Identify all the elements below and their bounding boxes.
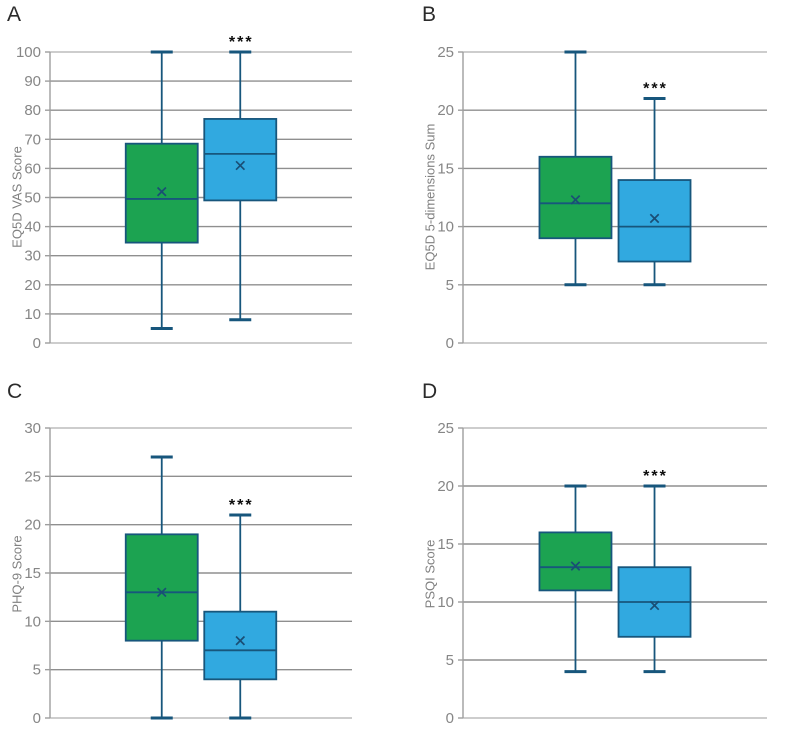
panel-label: D [422,380,438,403]
tick-label: 30 [24,420,41,437]
iqr-box [203,118,278,202]
significance-stars: *** [229,34,254,51]
tick-label: 40 [24,219,41,236]
tick-label: 10 [24,613,41,630]
tick-label: 100 [16,44,41,61]
mean-marker [570,195,581,205]
box-group-green [124,455,199,720]
box-group-blue: *** [203,34,278,322]
tick-label: 0 [446,335,454,352]
mean-marker [235,160,246,171]
iqr-box [538,155,613,240]
tick-label: 90 [24,73,41,90]
boxplot-chart-a: 0 10 20 30 40 50 60 70 80 90 100 *** [16,34,352,352]
tick-label: 20 [437,102,454,119]
mean-marker [156,587,167,598]
panel-b: B EQ5D 5-dimensions Sum 0 5 10 15 20 25 *** [395,0,790,378]
box-group-blue: *** [203,497,278,720]
tick-label: 15 [437,536,454,553]
tick-label: 20 [24,517,41,534]
tick-label: 60 [24,160,41,177]
box-group-green [124,50,199,330]
mean-marker [235,635,246,646]
tick-label: 25 [24,468,41,485]
tick-label: 50 [24,190,41,207]
box-group-blue: *** [617,81,692,287]
tick-label: 70 [24,131,41,148]
tick-label: 15 [24,565,41,582]
tick-label: 10 [24,306,41,323]
panel-label: A [7,3,22,26]
mean-marker [570,561,581,571]
mean-marker [649,600,660,611]
box-group-green [538,484,613,674]
mean-marker [156,186,167,197]
mean-marker [649,213,660,224]
panel-label: B [422,3,437,26]
tick-label: 10 [437,594,454,611]
tick-label: 15 [437,160,454,177]
boxplot-chart-b: 0 5 10 15 20 25 *** [437,44,767,352]
tick-label: 5 [33,662,41,679]
boxplot-chart-d: 0 5 10 15 20 25 *** [437,420,767,727]
boxplot-chart-c: 0 5 10 15 20 25 30 *** [24,420,352,727]
tick-label: 10 [437,219,454,236]
tick-label: 20 [24,277,41,294]
box-group-blue: *** [617,468,692,674]
iqr-box [617,179,692,263]
significance-stars: *** [643,81,668,98]
iqr-box [538,531,613,592]
panel-label: C [7,380,23,403]
significance-stars: *** [229,497,254,514]
tick-label: 0 [446,710,454,727]
tick-label: 5 [446,652,454,669]
panel-c: C PHQ-9 Score 0 5 10 15 20 25 30 *** [0,377,395,755]
tick-label: 25 [437,44,454,61]
significance-stars: *** [643,468,668,485]
tick-label: 5 [446,277,454,294]
panel-d: D PSQI Score 0 5 10 15 20 25 *** [395,377,790,755]
tick-label: 20 [437,478,454,495]
iqr-box [203,610,278,681]
iqr-box [124,142,199,244]
tick-label: 25 [437,420,454,437]
box-group-green [538,50,613,287]
tick-label: 80 [24,102,41,119]
tick-label: 0 [33,710,41,727]
panel-a: A EQ5D VAS Score 0 10 20 30 40 50 60 70 80 90 100 *… [0,0,395,378]
tick-label: 0 [33,335,41,352]
iqr-box [124,533,199,642]
tick-label: 30 [24,248,41,265]
